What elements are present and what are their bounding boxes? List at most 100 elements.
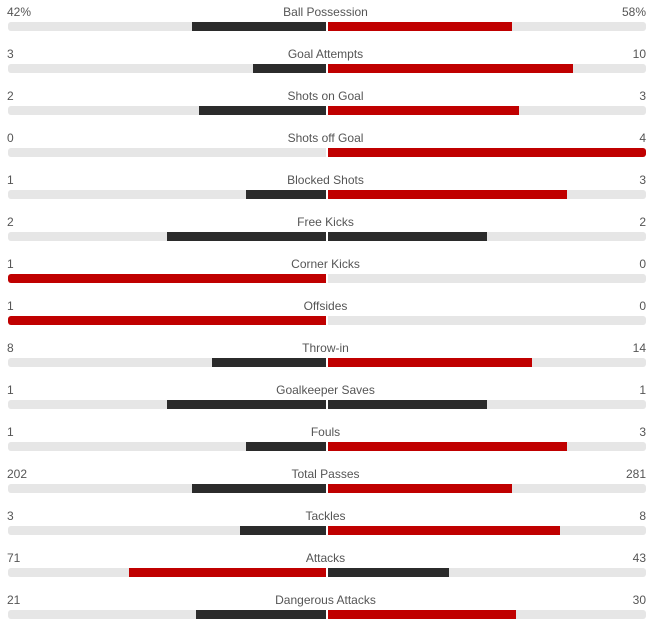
away-value: 3: [639, 425, 646, 439]
home-bar-track: [8, 526, 326, 535]
stat-label: Shots on Goal: [287, 89, 364, 103]
away-value: 4: [639, 131, 646, 145]
stat-label: Corner Kicks: [291, 257, 360, 271]
home-value: 1: [7, 173, 14, 187]
stat-row: 1 Corner Kicks 0: [0, 252, 651, 294]
away-value: 14: [632, 341, 646, 355]
home-bar-fill: [192, 484, 326, 493]
away-bar-track: [328, 274, 646, 283]
home-value: 3: [7, 47, 14, 61]
away-bar-track: [328, 526, 646, 535]
home-bar-track: [8, 442, 326, 451]
stat-label: Total Passes: [291, 467, 360, 481]
stat-row: 2 Free Kicks 2: [0, 210, 651, 252]
home-bar-track: [8, 484, 326, 493]
away-bar-fill: [328, 64, 573, 73]
home-bar-track: [8, 148, 326, 157]
away-value: 281: [625, 467, 646, 481]
away-bar-fill: [328, 148, 646, 157]
home-bar-track: [8, 274, 326, 283]
stat-label: Fouls: [310, 425, 341, 439]
home-bar-track: [8, 232, 326, 241]
home-value: 1: [7, 299, 14, 313]
home-bar-track: [8, 106, 326, 115]
home-bar-track: [8, 64, 326, 73]
away-value: 10: [632, 47, 646, 61]
stat-row: 2 Shots on Goal 3: [0, 84, 651, 126]
away-bar-track: [328, 358, 646, 367]
stat-label: Ball Possession: [283, 5, 368, 19]
home-bar-fill: [8, 316, 326, 325]
stat-row: 0 Shots off Goal 4: [0, 126, 651, 168]
home-bar-fill: [246, 190, 326, 199]
stat-label: Goalkeeper Saves: [276, 383, 375, 397]
away-bar-track: [328, 22, 646, 31]
stat-label: Shots off Goal: [287, 131, 364, 145]
stat-row: 1 Blocked Shots 3: [0, 168, 651, 210]
away-bar-track: [328, 400, 646, 409]
stat-row: 202 Total Passes 281: [0, 462, 651, 504]
away-bar-track: [328, 232, 646, 241]
home-value: 42%: [7, 5, 32, 19]
away-bar-track: [328, 106, 646, 115]
away-bar-fill: [328, 484, 512, 493]
away-bar-fill: [328, 190, 567, 199]
home-bar-track: [8, 568, 326, 577]
away-value: 8: [639, 509, 646, 523]
stat-label: Attacks: [305, 551, 346, 565]
home-bar-fill: [167, 400, 326, 409]
home-bar-fill: [8, 274, 326, 283]
home-bar-track: [8, 358, 326, 367]
stat-row: 3 Goal Attempts 10: [0, 42, 651, 84]
home-value: 1: [7, 383, 14, 397]
stat-label: Free Kicks: [297, 215, 354, 229]
home-bar-fill: [253, 64, 326, 73]
home-bar-fill: [246, 442, 326, 451]
home-bar-fill: [196, 610, 326, 619]
home-bar-track: [8, 316, 326, 325]
away-bar-track: [328, 190, 646, 199]
home-value: 21: [7, 593, 21, 607]
away-bar-fill: [328, 400, 487, 409]
stat-label: Blocked Shots: [287, 173, 364, 187]
home-bar-fill: [192, 22, 326, 31]
away-value: 3: [639, 173, 646, 187]
away-value: 0: [639, 257, 646, 271]
stat-row: 1 Offsides 0: [0, 294, 651, 336]
home-bar-track: [8, 190, 326, 199]
away-bar-fill: [328, 22, 512, 31]
home-value: 2: [7, 215, 14, 229]
stat-row: 21 Dangerous Attacks 30: [0, 588, 651, 630]
stat-label: Dangerous Attacks: [275, 593, 376, 607]
home-value: 2: [7, 89, 14, 103]
away-bar-fill: [328, 232, 487, 241]
stat-row: 1 Fouls 3: [0, 420, 651, 462]
away-bar-track: [328, 484, 646, 493]
away-bar-fill: [328, 358, 532, 367]
away-value: 2: [639, 215, 646, 229]
stat-label: Offsides: [303, 299, 348, 313]
home-bar-track: [8, 610, 326, 619]
home-bar-fill: [199, 106, 326, 115]
home-value: 1: [7, 425, 14, 439]
home-bar-fill: [212, 358, 326, 367]
home-value: 71: [7, 551, 21, 565]
away-value: 58%: [621, 5, 646, 19]
away-bar-track: [328, 568, 646, 577]
away-bar-fill: [328, 568, 449, 577]
home-bar-fill: [129, 568, 326, 577]
away-bar-track: [328, 610, 646, 619]
home-bar-fill: [240, 526, 326, 535]
stat-label: Tackles: [305, 509, 346, 523]
away-bar-fill: [328, 106, 519, 115]
away-bar-track: [328, 64, 646, 73]
away-value: 0: [639, 299, 646, 313]
stat-row: 1 Goalkeeper Saves 1: [0, 378, 651, 420]
away-bar-track: [328, 442, 646, 451]
away-value: 1: [639, 383, 646, 397]
away-value: 43: [632, 551, 646, 565]
away-bar-track: [328, 316, 646, 325]
stat-row: 71 Attacks 43: [0, 546, 651, 588]
stat-row: 42% Ball Possession 58%: [0, 0, 651, 42]
